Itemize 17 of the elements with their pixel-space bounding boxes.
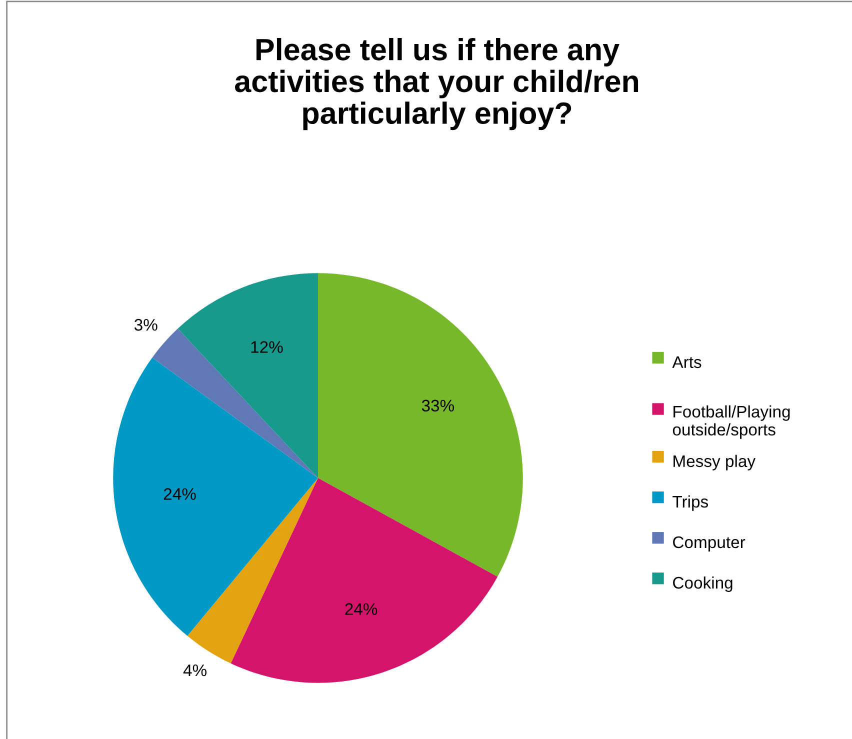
data-label: 4% bbox=[183, 664, 206, 676]
legend-label: Computer bbox=[673, 536, 746, 552]
chart-title: Please tell us if there any activities that your child/ren particularly enjoy? bbox=[235, 38, 638, 130]
legend-label: Football/Playing outside/sports bbox=[672, 405, 790, 439]
pie-slice bbox=[178, 273, 318, 478]
pie-slice bbox=[318, 273, 523, 577]
legend-label: Messy play bbox=[674, 454, 756, 470]
pie-slice bbox=[230, 478, 498, 683]
data-label: 24% bbox=[164, 488, 196, 500]
data-label: 24% bbox=[345, 603, 378, 615]
data-label: 3% bbox=[134, 318, 158, 331]
pie-slice bbox=[113, 358, 318, 636]
legend-label: Cooking bbox=[673, 576, 732, 592]
legend-label: Trips bbox=[672, 495, 708, 511]
legend-label: Arts bbox=[672, 356, 702, 368]
data-label: 12% bbox=[251, 341, 283, 353]
data-label: 33% bbox=[422, 400, 454, 412]
